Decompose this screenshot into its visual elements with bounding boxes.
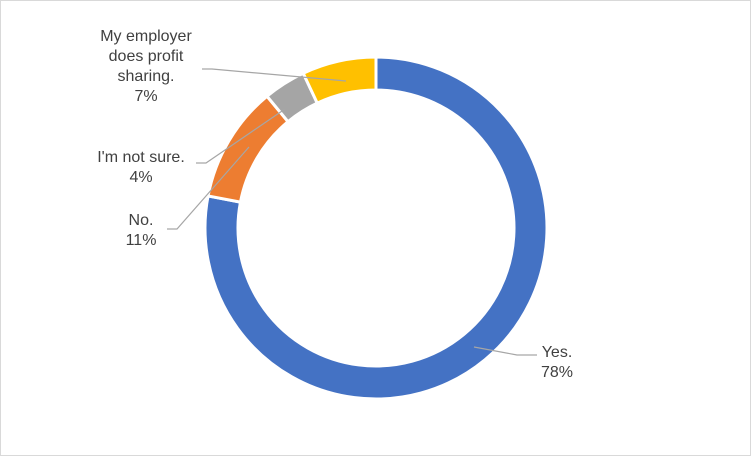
slice-yes [203, 55, 549, 401]
data-label-category: My employer [100, 28, 192, 45]
leader-line-no [167, 146, 250, 230]
data-label-value: 78% [541, 364, 573, 381]
data-label-value: 4% [129, 169, 152, 186]
data-label-i-m-not-sure: I'm not sure. 4% [97, 149, 185, 186]
data-label-category: sharing. [118, 68, 175, 85]
data-label-no: No. 11% [126, 212, 157, 249]
slice-no [206, 94, 291, 204]
data-label-category: does profit [109, 48, 184, 65]
leader-line-i-m-not-sure [196, 108, 286, 164]
data-label-yes: Yes. 78% [541, 344, 573, 381]
data-label-category: I'm not sure. [97, 149, 185, 166]
data-label-value: 11% [126, 232, 157, 249]
data-label-category: Yes. [542, 344, 573, 361]
data-label-value: 7% [134, 88, 157, 105]
data-label-category: No. [129, 212, 154, 229]
leader-line-my-employer-does-profit-sharing [202, 68, 347, 82]
data-label-my-employer-does-profit-sharing: My employer does profit sharing. 7% [100, 28, 192, 105]
leader-line-yes [473, 346, 537, 356]
